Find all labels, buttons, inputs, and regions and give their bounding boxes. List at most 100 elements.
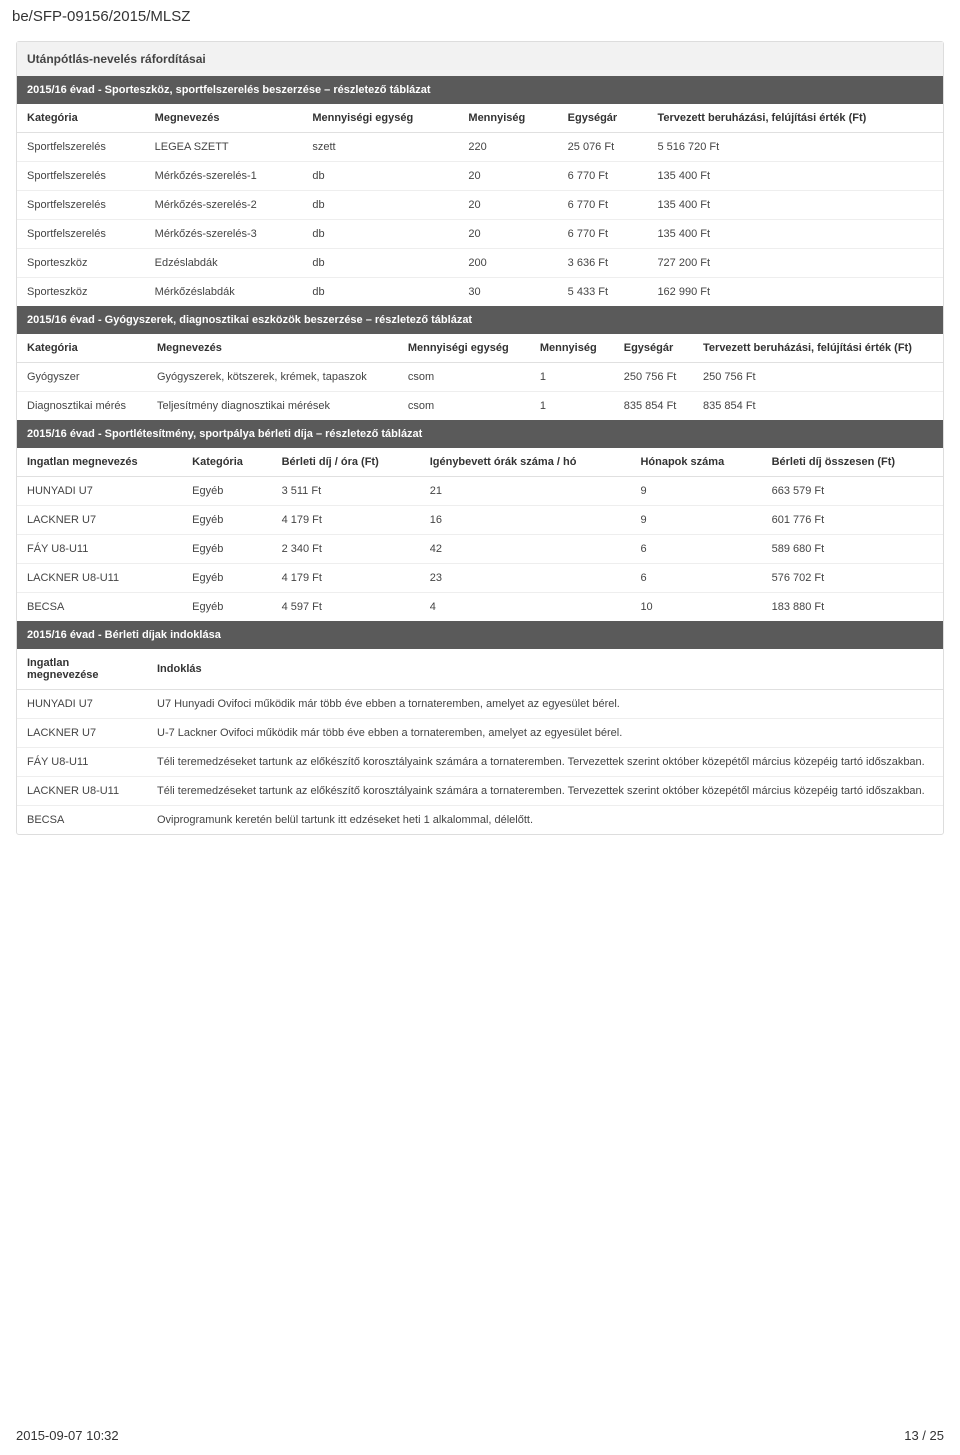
- cell: LACKNER U7: [17, 506, 182, 535]
- cell: 835 854 Ft: [693, 392, 943, 421]
- cell: Edzéslabdák: [145, 249, 303, 278]
- cell: csom: [398, 392, 530, 421]
- table-row: BECSAEgyéb4 597 Ft410183 880 Ft: [17, 593, 943, 622]
- cell: Egyéb: [182, 564, 271, 593]
- cell: 2 340 Ft: [272, 535, 420, 564]
- cell: BECSA: [17, 593, 182, 622]
- cell: Mérkőzéslabdák: [145, 278, 303, 307]
- cell: 6 770 Ft: [558, 220, 648, 249]
- table-row: HUNYADI U7U7 Hunyadi Ovifoci működik már…: [17, 690, 943, 719]
- table-row: LACKNER U7U-7 Lackner Ovifoci működik má…: [17, 719, 943, 748]
- cell: 9: [630, 506, 761, 535]
- cell: 42: [420, 535, 631, 564]
- col-header: Megnevezés: [145, 104, 303, 133]
- col-header: Ingatlan megnevezés: [17, 448, 182, 477]
- cell: 250 756 Ft: [693, 363, 943, 392]
- cell: 9: [630, 477, 761, 506]
- cell: 25 076 Ft: [558, 133, 648, 162]
- cell: 5 433 Ft: [558, 278, 648, 307]
- cell: HUNYADI U7: [17, 477, 182, 506]
- cell: 20: [458, 220, 557, 249]
- cell: LACKNER U8-U11: [17, 564, 182, 593]
- cell: Mérkőzés-szerelés-2: [145, 191, 303, 220]
- cell: db: [302, 249, 458, 278]
- cell: Egyéb: [182, 593, 271, 622]
- cell: szett: [302, 133, 458, 162]
- cell: 3 511 Ft: [272, 477, 420, 506]
- col-header: Tervezett beruházási, felújítási érték (…: [647, 104, 943, 133]
- col-header: Egységár: [614, 334, 693, 363]
- cell: 20: [458, 162, 557, 191]
- col-header: Mennyiségi egység: [398, 334, 530, 363]
- cell: 663 579 Ft: [762, 477, 943, 506]
- col-header: Kategória: [17, 334, 147, 363]
- cell: db: [302, 278, 458, 307]
- cell: 30: [458, 278, 557, 307]
- table-row: SporteszközMérkőzéslabdákdb305 433 Ft162…: [17, 278, 943, 307]
- col-header: Igénybevett órák száma / hó: [420, 448, 631, 477]
- cell: Teljesítmény diagnosztikai mérések: [147, 392, 398, 421]
- cell: db: [302, 162, 458, 191]
- table-row: LACKNER U8-U11Egyéb4 179 Ft236576 702 Ft: [17, 564, 943, 593]
- cell: LACKNER U8-U11: [17, 777, 147, 806]
- table-row: Diagnosztikai mérésTeljesítmény diagnosz…: [17, 392, 943, 421]
- cell: 135 400 Ft: [647, 162, 943, 191]
- cell: Sportfelszerelés: [17, 220, 145, 249]
- table-band-3: 2015/16 évad - Sportlétesítmény, sportpá…: [17, 420, 943, 448]
- cell: 200: [458, 249, 557, 278]
- cell: 20: [458, 191, 557, 220]
- table-2: KategóriaMegnevezésMennyiségi egységMenn…: [17, 334, 943, 420]
- table-row: BECSAOviprogramunk keretén belül tartunk…: [17, 806, 943, 835]
- cell: 6: [630, 564, 761, 593]
- table-row: LACKNER U7Egyéb4 179 Ft169601 776 Ft: [17, 506, 943, 535]
- col-header: Hónapok száma: [630, 448, 761, 477]
- table-3: Ingatlan megnevezésKategória Bérleti díj …: [17, 448, 943, 621]
- col-header: Bérleti díj összesen (Ft): [762, 448, 943, 477]
- cell: 135 400 Ft: [647, 191, 943, 220]
- table-row: LACKNER U8-U11Téli teremedzéseket tartun…: [17, 777, 943, 806]
- cell: csom: [398, 363, 530, 392]
- table-row: FÁY U8-U11Téli teremedzéseket tartunk az…: [17, 748, 943, 777]
- col-header: Indoklás: [147, 649, 943, 690]
- cell: 6 770 Ft: [558, 191, 648, 220]
- table-band-4: 2015/16 évad - Bérleti díjak indoklása: [17, 621, 943, 649]
- cell: Egyéb: [182, 506, 271, 535]
- cell: 16: [420, 506, 631, 535]
- col-header: Mennyiség: [530, 334, 614, 363]
- table-row: SporteszközEdzéslabdákdb2003 636 Ft727 2…: [17, 249, 943, 278]
- cell: 135 400 Ft: [647, 220, 943, 249]
- cell: 220: [458, 133, 557, 162]
- col-header: Kategória: [182, 448, 271, 477]
- cell: 23: [420, 564, 631, 593]
- col-header: Tervezett beruházási, felújítási érték (…: [693, 334, 943, 363]
- cell: Oviprogramunk keretén belül tartunk itt …: [147, 806, 943, 835]
- table-row: SportfelszerelésMérkőzés-szerelés-1db206…: [17, 162, 943, 191]
- cell: 6 770 Ft: [558, 162, 648, 191]
- cell: 4 179 Ft: [272, 506, 420, 535]
- cell: 601 776 Ft: [762, 506, 943, 535]
- cell: 183 880 Ft: [762, 593, 943, 622]
- cell: LEGEA SZETT: [145, 133, 303, 162]
- col-header: Egységár: [558, 104, 648, 133]
- cell: 576 702 Ft: [762, 564, 943, 593]
- cell: 4 597 Ft: [272, 593, 420, 622]
- cell: 5 516 720 Ft: [647, 133, 943, 162]
- table-row: SportfelszerelésLEGEA SZETTszett22025 07…: [17, 133, 943, 162]
- col-header: Mennyiségi egység: [302, 104, 458, 133]
- footer-timestamp: 2015-09-07 10:32: [16, 1428, 119, 1443]
- cell: 4: [420, 593, 631, 622]
- cell: 589 680 Ft: [762, 535, 943, 564]
- cell: Diagnosztikai mérés: [17, 392, 147, 421]
- cell: U-7 Lackner Ovifoci működik már több éve…: [147, 719, 943, 748]
- table-row: SportfelszerelésMérkőzés-szerelés-2db206…: [17, 191, 943, 220]
- col-header: Ingatlan megnevezése: [17, 649, 147, 690]
- cell: Sporteszköz: [17, 249, 145, 278]
- cell: Egyéb: [182, 535, 271, 564]
- cell: Sportfelszerelés: [17, 191, 145, 220]
- cell: FÁY U8-U11: [17, 535, 182, 564]
- cell: Gyógyszerek, kötszerek, krémek, tapaszok: [147, 363, 398, 392]
- cell: LACKNER U7: [17, 719, 147, 748]
- cell: 1: [530, 363, 614, 392]
- page-footer: 2015-09-07 10:32 13 / 25: [0, 1416, 960, 1455]
- table-row: SportfelszerelésMérkőzés-szerelés-3db206…: [17, 220, 943, 249]
